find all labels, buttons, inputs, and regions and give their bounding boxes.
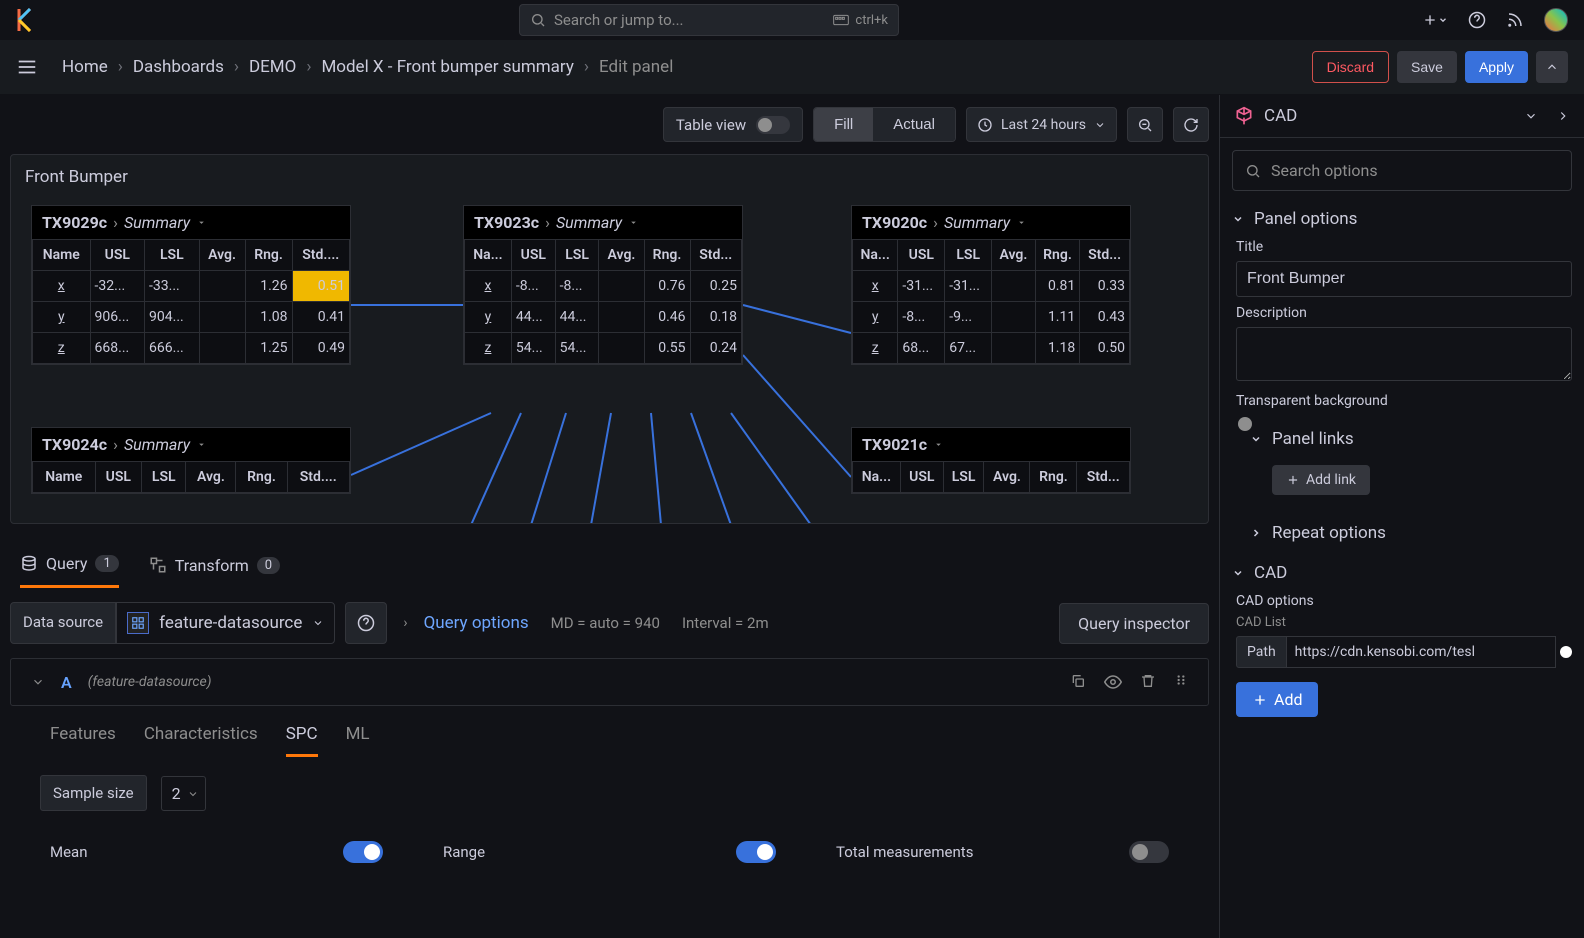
total-toggle[interactable] [1129, 841, 1169, 863]
subtab-ml[interactable]: ML [346, 724, 370, 757]
subtab-features[interactable]: Features [50, 724, 116, 757]
search-placeholder: Search or jump to... [554, 11, 825, 29]
nav-menu-toggle[interactable] [16, 56, 38, 78]
tab-transform[interactable]: Transform 0 [149, 546, 280, 587]
duplicate-query-icon[interactable] [1070, 673, 1086, 691]
user-avatar[interactable] [1544, 8, 1568, 32]
cad-list-label: CAD List [1236, 615, 1572, 630]
collapse-sidebar-button[interactable] [1536, 51, 1568, 83]
panel-title: Front Bumper [11, 155, 1208, 199]
cad-node-TX9024c[interactable]: TX9024c › Summary NameUSLLSLAvg.Rng.Std.… [31, 427, 351, 494]
description-field-label: Description [1236, 305, 1572, 321]
panel-links-header[interactable]: Panel links [1236, 429, 1572, 449]
cad-node-TX9021c[interactable]: TX9021c Na...USLLSLAvg.Rng.Std... [851, 427, 1131, 494]
panel-options-header[interactable]: Panel options [1232, 209, 1572, 229]
description-input[interactable] [1236, 327, 1572, 381]
sample-size-label: Sample size [40, 775, 147, 811]
query-md: MD = auto = 940 [551, 614, 660, 632]
sample-size-select[interactable]: 2 [161, 776, 206, 811]
help-icon[interactable] [1468, 11, 1486, 29]
mean-label: Mean [50, 843, 313, 861]
rss-icon[interactable] [1506, 11, 1524, 29]
range-label: Range [443, 843, 706, 861]
delete-query-icon[interactable] [1140, 673, 1156, 691]
cad-node-TX9023c[interactable]: TX9023c › Summary Na...USLLSLAvg.Rng.Std… [463, 205, 743, 365]
subtab-characteristics[interactable]: Characteristics [144, 724, 258, 757]
table-view-toggle[interactable]: Table view [663, 107, 803, 142]
cad-options-label: CAD options [1236, 593, 1572, 609]
refresh-button[interactable] [1173, 107, 1209, 142]
subtab-spc[interactable]: SPC [286, 724, 318, 757]
discard-button[interactable]: Discard [1312, 51, 1389, 83]
actual-button[interactable]: Actual [873, 108, 955, 141]
time-range-picker[interactable]: Last 24 hours [966, 107, 1117, 142]
transparent-bg-label: Transparent background [1236, 393, 1572, 409]
breadcrumb-dashboard[interactable]: Model X - Front bumper summary [321, 57, 573, 77]
breadcrumb: Home › Dashboards › DEMO › Model X - Fro… [62, 57, 1312, 77]
path-input[interactable]: https://cdn.kensobi.com/tesl [1287, 636, 1556, 668]
panel-preview: Front Bumper TX9029c › Summary NameUSLLS… [10, 154, 1209, 524]
add-menu[interactable] [1422, 12, 1448, 28]
query-inspector-button[interactable]: Query inspector [1059, 603, 1209, 644]
cad-node-TX9029c[interactable]: TX9029c › Summary NameUSLLSLAvg.Rng.Std.… [31, 205, 351, 365]
repeat-options-header[interactable]: Repeat options [1236, 523, 1572, 543]
query-row-a[interactable]: A (feature-datasource) [10, 658, 1209, 706]
cad-icon [1234, 106, 1254, 126]
kbd-hint: ctrl+k [833, 13, 888, 28]
add-link-button[interactable]: Add link [1272, 465, 1370, 495]
add-cad-button[interactable]: Add [1236, 682, 1318, 717]
table-view-switch[interactable] [756, 116, 790, 134]
search-options[interactable]: Search options [1232, 150, 1572, 191]
global-search[interactable]: Search or jump to... ctrl+k [519, 4, 899, 36]
breadcrumb-home[interactable]: Home [62, 57, 108, 77]
cad-node-TX9020c[interactable]: TX9020c › Summary Na...USLLSLAvg.Rng.Std… [851, 205, 1131, 365]
data-source-label: Data source [10, 602, 116, 644]
breadcrumb-folder[interactable]: DEMO [249, 57, 296, 77]
toggle-visibility-icon[interactable] [1104, 673, 1122, 691]
breadcrumb-dashboards[interactable]: Dashboards [133, 57, 224, 77]
total-label: Total measurements [836, 843, 1099, 861]
zoom-out-button[interactable] [1127, 107, 1163, 142]
range-toggle[interactable] [736, 841, 776, 863]
mean-toggle[interactable] [343, 841, 383, 863]
fill-button[interactable]: Fill [814, 108, 873, 141]
title-field-label: Title [1236, 239, 1572, 255]
cad-section-header[interactable]: CAD [1232, 563, 1572, 583]
tab-query[interactable]: Query 1 [20, 544, 119, 588]
app-logo[interactable] [16, 6, 36, 34]
title-input[interactable] [1236, 261, 1572, 297]
data-source-picker[interactable]: feature-datasource [116, 602, 335, 644]
datasource-help[interactable] [345, 602, 387, 644]
visualization-picker[interactable]: CAD [1220, 95, 1584, 138]
apply-button[interactable]: Apply [1465, 51, 1528, 83]
path-row-handle[interactable] [1560, 646, 1572, 658]
query-interval: Interval = 2m [682, 614, 769, 632]
expand-sidebar-icon[interactable] [1556, 109, 1570, 123]
save-button[interactable]: Save [1397, 51, 1457, 83]
drag-handle-icon[interactable] [1174, 673, 1188, 691]
datasource-icon [127, 612, 149, 634]
breadcrumb-page: Edit panel [599, 57, 673, 77]
query-options-link[interactable]: Query options [424, 613, 529, 633]
path-label: Path [1236, 636, 1287, 668]
query-sub-tabs: Features Characteristics SPC ML [0, 706, 1219, 757]
